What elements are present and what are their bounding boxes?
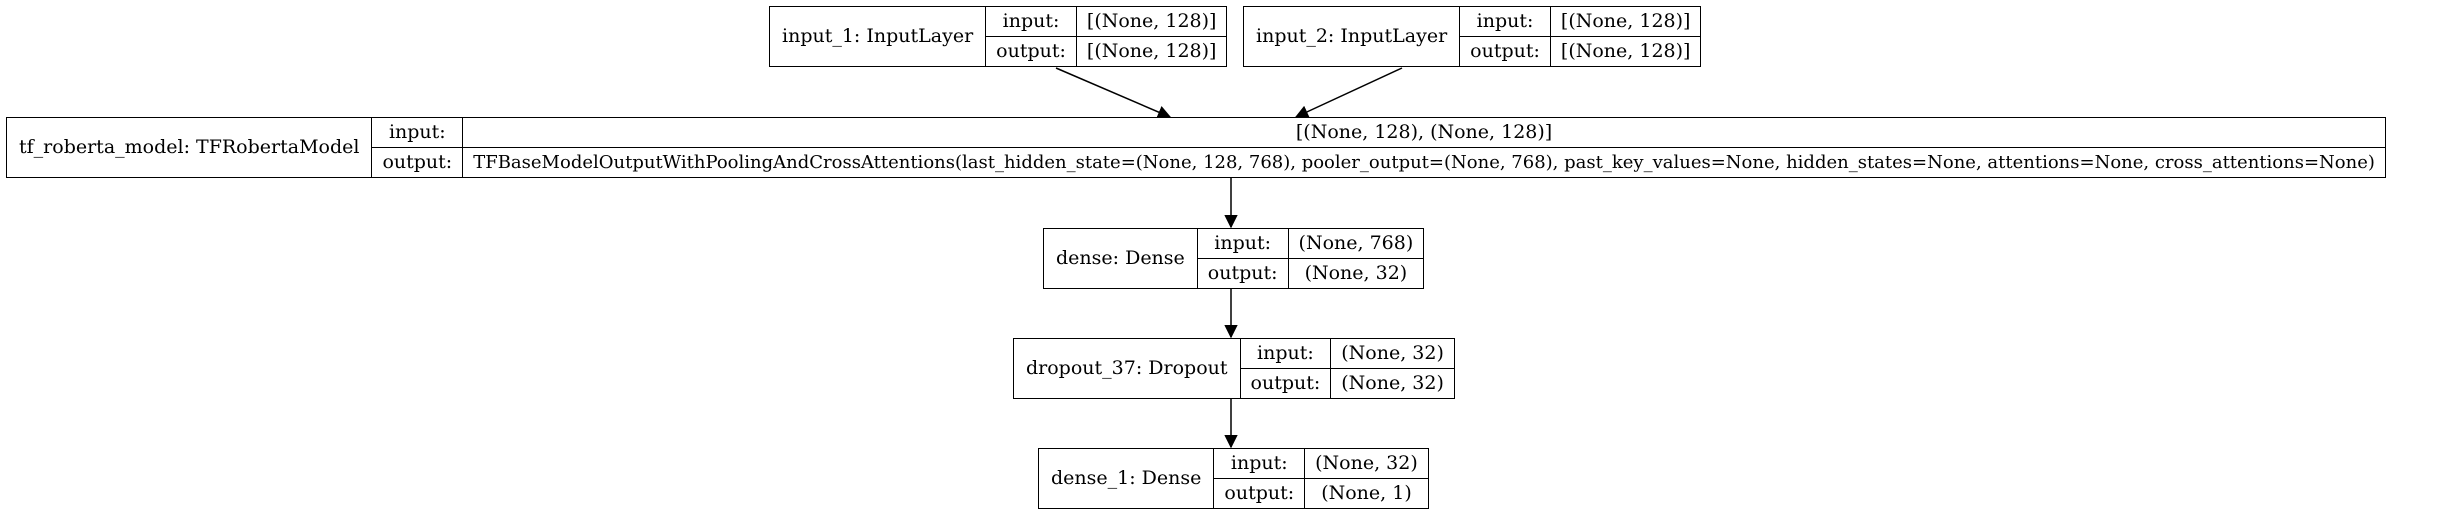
input-shape: (None, 32) [1330,338,1455,369]
port-label-input: input: [1459,6,1551,37]
port-label-input: input: [1196,228,1289,259]
port-label-input: input: [1213,448,1306,479]
node-dense_1: dense_1: Dense input: (None, 32) output:… [1037,448,1429,509]
node-label: tf_roberta_model: TFRobertaModel [5,117,373,178]
output-shape: TFBaseModelOutputWithPoolingAndCrossAtte… [462,147,2386,178]
port-label-output: output: [1196,258,1289,289]
port-label-input: input: [1239,338,1332,369]
port-label-input: input: [985,6,1077,37]
edge-input_2-to-tf_roberta_model [1294,67,1403,119]
output-shape: (None, 32) [1330,368,1455,399]
output-shape: (None, 1) [1304,478,1429,509]
edge-input_1-to-tf_roberta_model [1055,67,1172,119]
port-label-output: output: [1459,36,1551,67]
port-label-output: output: [985,36,1077,67]
output-shape: (None, 32) [1287,258,1425,289]
node-label: input_1: InputLayer [768,6,987,67]
input-shape: [(None, 128)] [1075,6,1228,37]
node-tf_roberta_model: tf_roberta_model: TFRobertaModel input: … [5,117,2386,178]
input-shape: (None, 768) [1287,228,1425,259]
input-shape: (None, 32) [1304,448,1429,479]
node-label: dense_1: Dense [1037,448,1215,509]
node-label: input_2: InputLayer [1242,6,1461,67]
port-label-output: output: [1239,368,1332,399]
node-dense: dense: Dense input: (None, 768) output: … [1043,228,1425,289]
node-label: dense: Dense [1043,228,1198,289]
port-label-output: output: [371,147,464,178]
node-dropout_37: dropout_37: Dropout input: (None, 32) ou… [1013,338,1455,399]
output-shape: [(None, 128)] [1075,36,1228,67]
node-input_2: input_2: InputLayer input: [(None, 128)]… [1242,6,1702,67]
node-label: dropout_37: Dropout [1013,338,1241,399]
port-label-output: output: [1213,478,1306,509]
port-label-input: input: [371,117,464,148]
output-shape: [(None, 128)] [1549,36,1702,67]
node-input_1: input_1: InputLayer input: [(None, 128)]… [768,6,1228,67]
input-shape: [(None, 128), (None, 128)] [462,117,2386,148]
input-shape: [(None, 128)] [1549,6,1702,37]
